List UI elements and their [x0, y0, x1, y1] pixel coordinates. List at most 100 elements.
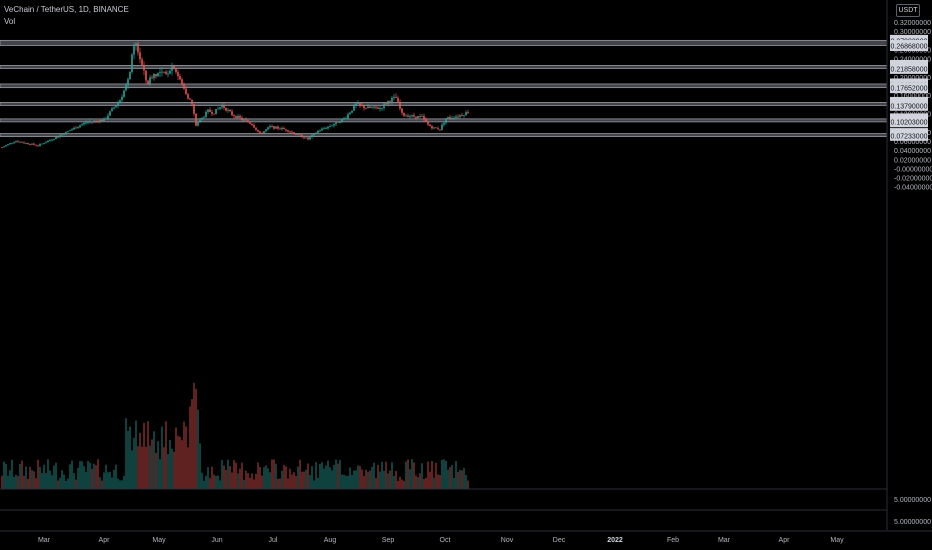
- zone-6[interactable]: [0, 133, 888, 138]
- candle-body: [293, 132, 295, 134]
- candle-body: [237, 115, 239, 118]
- volume-bar: [109, 471, 111, 489]
- candle-body: [215, 109, 217, 115]
- volume-bar: [133, 437, 135, 489]
- volume-bar: [71, 460, 73, 489]
- candle-body: [421, 115, 423, 117]
- candle-body: [247, 120, 249, 123]
- volume-bar: [327, 460, 329, 489]
- volume-bar: [193, 382, 195, 489]
- zone-3[interactable]: [0, 83, 888, 89]
- volume-bar: [269, 472, 271, 489]
- candles-layer: [1, 41, 469, 149]
- candle-body: [55, 136, 57, 140]
- zone-price-label: 0.21858000: [891, 66, 928, 73]
- volume-bar: [213, 474, 215, 489]
- candle-body: [347, 114, 349, 119]
- volume-bar: [463, 467, 465, 489]
- volume-bar: [69, 464, 71, 489]
- x-tick-label: May: [152, 537, 166, 544]
- x-tick-label: Jul: [269, 537, 278, 544]
- volume-bar: [225, 469, 227, 489]
- zone-price-label: 0.07233000: [891, 133, 928, 140]
- volume-bar: [291, 474, 293, 489]
- volume-bar: [467, 480, 469, 489]
- zone-1[interactable]: [0, 39, 888, 46]
- candle-body: [333, 124, 335, 126]
- y-tick-label: -0.04000000: [894, 185, 932, 192]
- candle-body: [431, 126, 433, 129]
- candle-body: [155, 74, 157, 77]
- candle-body: [301, 135, 303, 138]
- zone-price-tag: [890, 129, 928, 141]
- candle-body: [305, 137, 307, 139]
- volume-bar: [21, 460, 23, 489]
- candle-body: [159, 72, 161, 74]
- candle-body: [411, 115, 413, 117]
- candle-body: [109, 111, 111, 116]
- symbol-title[interactable]: VeChain / TetherUS, 1D, BINANCE: [4, 5, 129, 14]
- volume-bar: [53, 465, 55, 489]
- volume-bar: [33, 471, 35, 489]
- candle-body: [403, 112, 405, 116]
- zone-4[interactable]: [0, 102, 888, 106]
- volume-bar: [85, 471, 87, 489]
- x-tick-label: Feb: [667, 537, 679, 544]
- candle-body: [121, 96, 123, 101]
- candle-body: [387, 100, 389, 105]
- zone-5[interactable]: [0, 118, 888, 123]
- candle-body: [457, 116, 459, 118]
- candle-body: [261, 133, 263, 134]
- volume-bar: [25, 466, 27, 489]
- candle-body: [13, 142, 15, 143]
- volume-bar: [407, 459, 409, 489]
- candle-body: [61, 134, 63, 136]
- zone-2[interactable]: [0, 65, 888, 69]
- candle-body: [95, 120, 97, 122]
- candle-body: [315, 132, 317, 134]
- volume-bar: [311, 466, 313, 489]
- volume-bar: [187, 447, 189, 489]
- candle-body: [43, 143, 45, 145]
- candle-body: [249, 122, 251, 124]
- candle-body: [167, 73, 169, 75]
- candle-body: [275, 126, 277, 129]
- volume-bar: [437, 474, 439, 489]
- y-tick-label: 0.04000000: [894, 148, 931, 155]
- volume-bar: [99, 477, 101, 489]
- volume-bar: [381, 461, 383, 489]
- volume-bar: [59, 477, 61, 489]
- volume-bar: [395, 470, 397, 489]
- candle-body: [89, 121, 91, 123]
- candle-body: [41, 143, 43, 145]
- candle-body: [427, 121, 429, 125]
- candle-body: [223, 105, 225, 108]
- volume-indicator-label[interactable]: Vol: [4, 17, 16, 26]
- candle-body: [349, 112, 351, 115]
- volume-bar: [201, 472, 203, 489]
- volume-bar: [15, 474, 17, 489]
- currency-button[interactable]: USDT: [896, 4, 920, 17]
- candle-body: [447, 117, 449, 119]
- candle-body: [459, 115, 461, 117]
- volume-bar: [419, 473, 421, 489]
- candle-body: [11, 142, 13, 144]
- volume-bar: [79, 461, 81, 489]
- x-axis[interactable]: Mar Apr May Jun Jul Aug Sep Oct Nov Dec 2022 Feb Mar…: [38, 537, 844, 544]
- volume-bar: [73, 473, 75, 489]
- candle-body: [377, 107, 379, 109]
- candle-body: [345, 118, 347, 120]
- candle-body: [363, 105, 365, 109]
- volume-bar: [427, 461, 429, 489]
- candle-body: [359, 103, 361, 106]
- candle-body: [231, 111, 233, 116]
- volume-bar: [223, 465, 225, 489]
- volume-bar: [283, 464, 285, 489]
- candle-body: [189, 98, 191, 100]
- volume-bar: [265, 465, 267, 489]
- zone-price-tag: [890, 116, 928, 128]
- zone-price-tag: [890, 82, 928, 94]
- volume-bar: [135, 420, 137, 489]
- candle-body: [77, 127, 79, 129]
